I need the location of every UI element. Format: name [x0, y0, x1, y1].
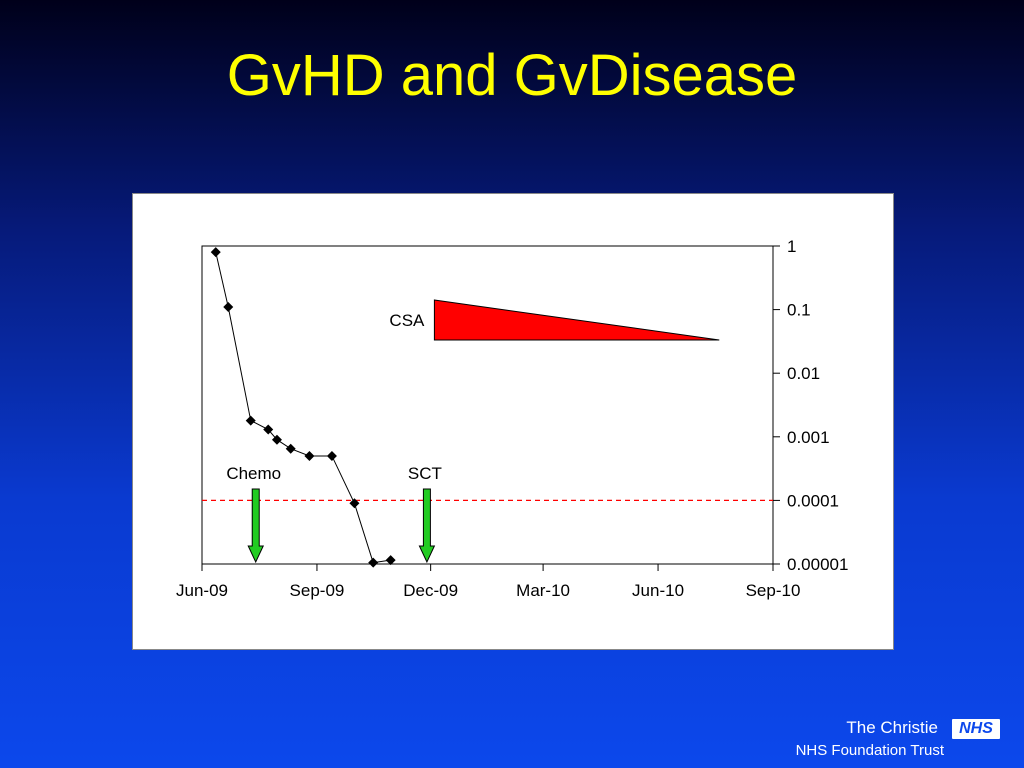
y-tick-label: 0.001 [787, 428, 830, 447]
chemo-arrow [247, 488, 265, 564]
x-tick-label: Jun-09 [176, 581, 228, 600]
y-tick-label: 0.01 [787, 364, 820, 383]
footer: The Christie NHS NHS Foundation Trust [710, 718, 1010, 762]
data-point [285, 443, 296, 454]
data-point [349, 498, 360, 509]
nhs-logo: NHS [952, 719, 1000, 739]
y-tick-label: 0.1 [787, 301, 811, 320]
x-tick-label: Mar-10 [516, 581, 570, 600]
csa-wedge [433, 299, 720, 341]
footer-trust-name: NHS Foundation Trust [795, 742, 944, 759]
y-tick-label: 0.0001 [787, 491, 839, 510]
x-tick-label: Dec-09 [403, 581, 458, 600]
footer-org-name: The Christie [846, 718, 938, 737]
data-point [245, 415, 256, 426]
data-point [368, 557, 379, 568]
x-tick-label: Jun-10 [632, 581, 684, 600]
x-tick-label: Sep-09 [290, 581, 345, 600]
sct-label: SCT [408, 464, 442, 483]
sct-arrow [418, 488, 436, 564]
csa-label: CSA [389, 311, 425, 330]
x-tick-label: Sep-10 [746, 581, 801, 600]
chart-svg: Jun-09 Sep-09 Dec-09 Mar-10 Jun-10 Sep-10 1 0.1… [176, 237, 848, 600]
data-point [210, 247, 221, 258]
data-point [326, 450, 337, 461]
y-tick-label: 1 [787, 237, 796, 256]
data-point [263, 424, 274, 435]
data-point [304, 450, 315, 461]
series-line [215, 252, 391, 564]
data-point [223, 301, 234, 312]
data-point [385, 555, 396, 566]
data-point [271, 434, 282, 445]
plot-frame [201, 245, 774, 565]
y-tick-label: 0.00001 [787, 555, 848, 574]
slide-title: GvHD and GvDisease [226, 43, 798, 108]
chart-panel: Jun-09 Sep-09 Dec-09 Mar-10 Jun-10 Sep-10 1 0.1… [132, 193, 894, 650]
chemo-label: Chemo [226, 464, 281, 483]
